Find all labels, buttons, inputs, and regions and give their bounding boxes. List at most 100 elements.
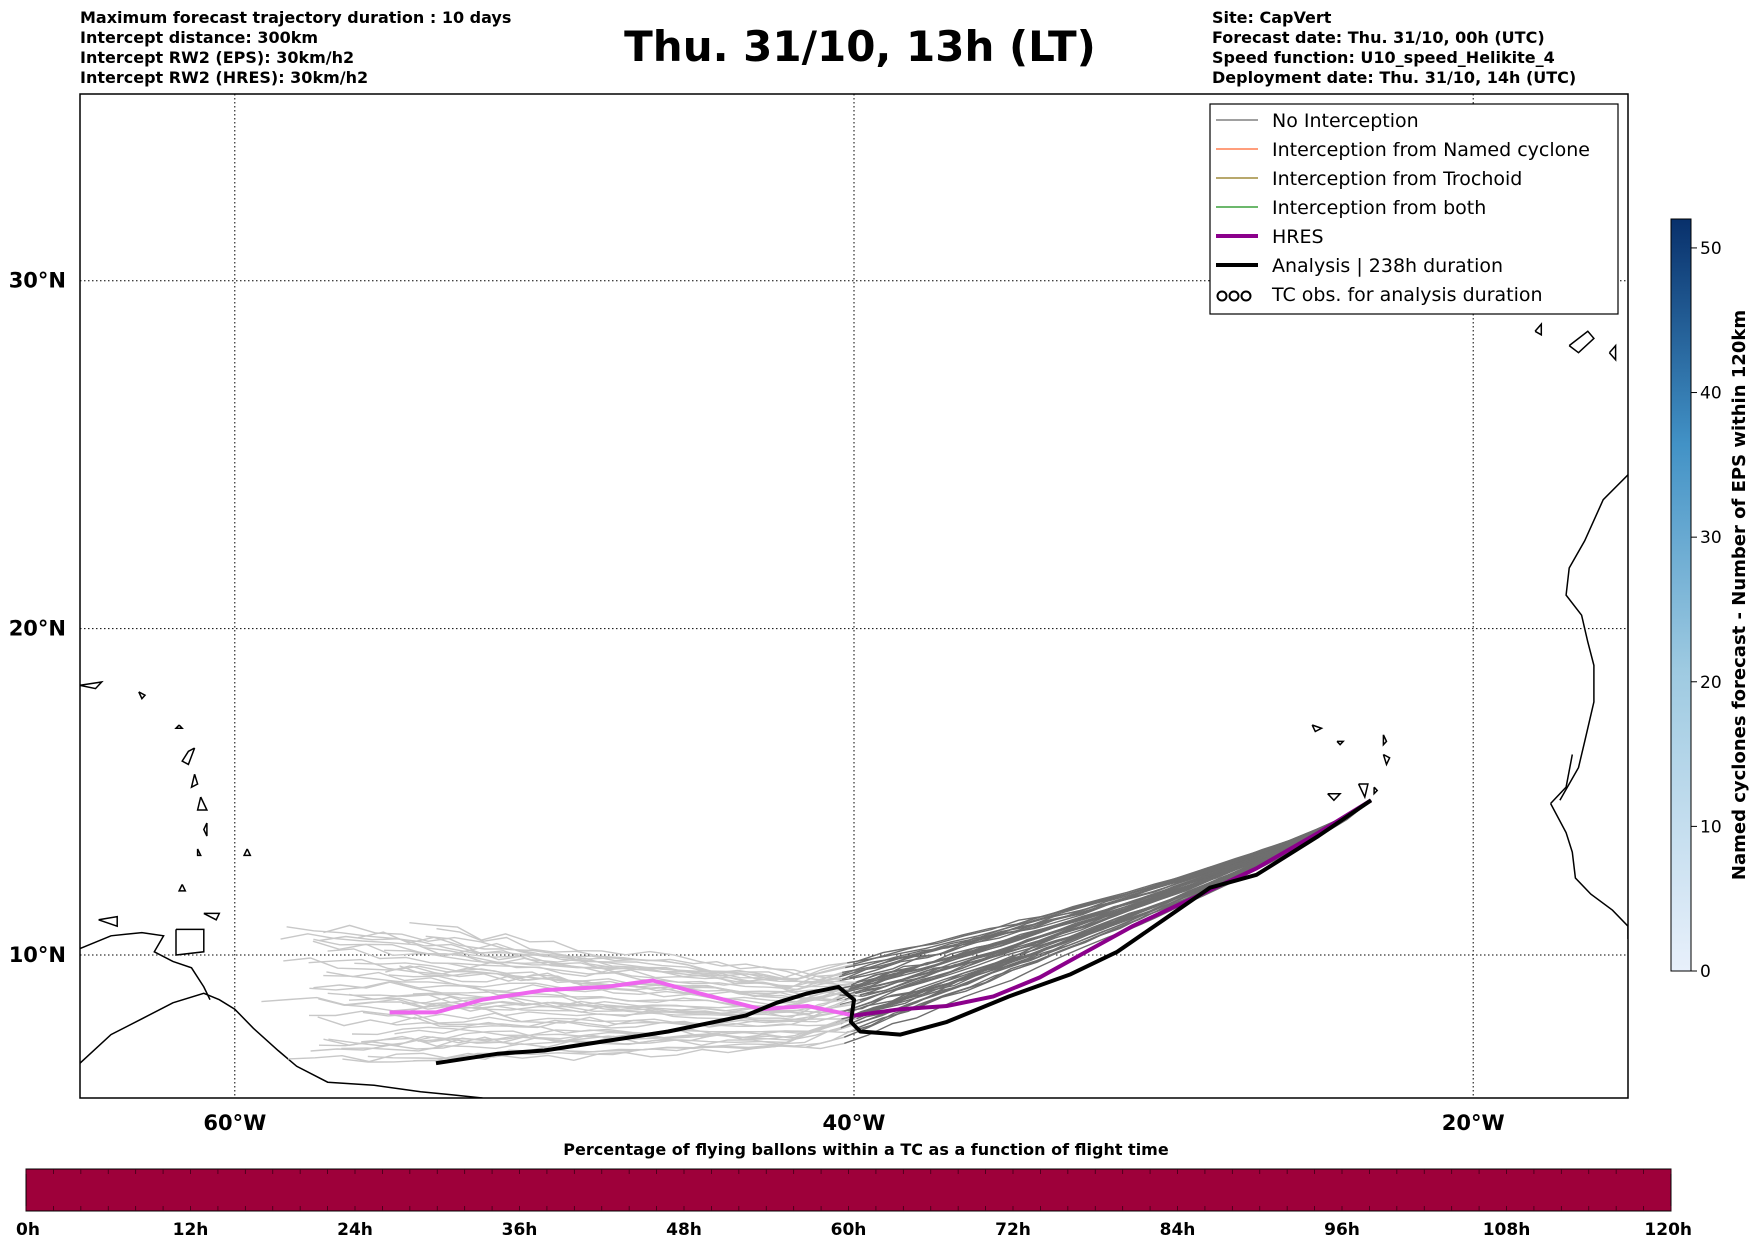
eps-trajectory <box>286 926 856 982</box>
legend-label: Analysis | 238h duration <box>1272 255 1503 277</box>
coastline <box>175 928 205 956</box>
forecast-date: Forecast date: Thu. 31/10, 00h (UTC) <box>1212 28 1545 47</box>
flight-time-tick-label: 0h <box>16 1220 40 1240</box>
speed-function: Speed function: U10_speed_Helikite_4 <box>1212 48 1555 67</box>
hres-trajectory-near <box>853 798 1373 1018</box>
flight-time-tick-label: 84h <box>1160 1220 1196 1240</box>
coastlines <box>80 322 1628 1098</box>
cyclone-colorbar: Named cyclones forecast - Number of EPS … <box>1670 218 1750 982</box>
eps-trajectory-near <box>850 799 1372 986</box>
coastline <box>181 747 196 766</box>
analysis-trajectory-line <box>435 798 1373 1066</box>
flight-time-colorbar: Percentage of flying ballons within a TC… <box>16 1140 1692 1240</box>
cyclone-colorbar-tick-label: 50 <box>1700 239 1722 259</box>
eps-trajectory <box>425 935 852 986</box>
cyclone-colorbar-label: Named cyclones forecast - Number of EPS … <box>1729 310 1750 880</box>
eps-trajectory <box>446 961 863 997</box>
eps-trajectory <box>313 938 869 988</box>
coastline <box>196 796 209 811</box>
cyclone-colorbar-tick-label: 10 <box>1700 817 1722 837</box>
coastline <box>1373 786 1379 796</box>
eps-trajectory-near <box>842 799 1372 974</box>
cyclone-colorbar-tick-label: 20 <box>1700 673 1722 693</box>
eps-trajectory <box>390 1015 857 1029</box>
coastline <box>1357 783 1369 800</box>
deployment-date: Deployment date: Thu. 31/10, 14h (UTC) <box>1212 68 1577 87</box>
legend: No Interception Interception from Named c… <box>1209 103 1619 315</box>
tc-obs-symbol <box>1240 290 1252 302</box>
hres-trajectory <box>389 798 1373 1018</box>
tc-obs-symbol <box>1228 290 1240 302</box>
coastline <box>138 691 147 700</box>
coastline <box>98 915 118 928</box>
coastline <box>1568 330 1595 354</box>
legend-label: Interception from Named cyclone <box>1272 139 1590 161</box>
lon-tick-label: 60°W <box>203 1111 266 1135</box>
eps-trajectory <box>317 1001 871 1028</box>
flight-time-tick-label: 72h <box>995 1220 1031 1240</box>
lat-tick-label: 20°N <box>9 617 66 641</box>
coastline <box>1534 322 1543 337</box>
flight-time-colorbar-title: Percentage of flying ballons within a TC… <box>563 1140 1169 1159</box>
coastline <box>242 848 252 857</box>
flight-time-tick-label: 36h <box>502 1220 538 1240</box>
flight-time-tick-label: 108h <box>1483 1220 1531 1240</box>
site-name: Site: CapVert <box>1212 8 1332 27</box>
coastline <box>1336 740 1345 746</box>
param-intercept-rw2-eps: Intercept RW2 (EPS): 30km/h2 <box>80 48 355 67</box>
flight-time-tick-label: 12h <box>173 1220 209 1240</box>
flight-time-tick-label: 120h <box>1644 1220 1692 1240</box>
coastline <box>1608 343 1617 362</box>
param-max-duration: Maximum forecast trajectory duration : 1… <box>80 8 512 27</box>
flight-time-tick-label: 48h <box>666 1220 702 1240</box>
eps-trajectory <box>327 948 850 991</box>
flight-time-tick-label: 60h <box>831 1220 867 1240</box>
eps-trajectory <box>361 1016 867 1048</box>
analysis-trajectory <box>435 798 1373 1066</box>
eps-trajectory-near <box>847 799 1372 964</box>
eps-trajectory <box>351 1010 862 1037</box>
coastline <box>1311 724 1324 733</box>
legend-label: No Interception <box>1272 110 1419 132</box>
coastline <box>1550 754 1574 805</box>
flight-time-tick-label: 96h <box>1324 1220 1360 1240</box>
coastline <box>1327 792 1342 802</box>
cyclone-colorbar-gradient <box>1670 218 1692 972</box>
param-intercept-distance: Intercept distance: 300km <box>80 28 319 47</box>
eps-trajectory <box>409 922 867 981</box>
param-intercept-rw2-hres: Intercept RW2 (HRES): 30km/h2 <box>80 68 369 87</box>
hres-trajectory-far <box>389 978 855 1018</box>
map-frame <box>79 93 1629 1099</box>
flight-time-tick-label: 24h <box>337 1220 373 1240</box>
coastline <box>196 848 202 857</box>
lon-tick-label: 40°W <box>823 1111 886 1135</box>
eps-trajectory <box>413 1034 869 1062</box>
eps-trajectory <box>318 1010 872 1047</box>
coastline <box>1382 753 1391 767</box>
coastline <box>203 912 221 921</box>
coastline <box>174 724 184 730</box>
eps-trajectory <box>362 1005 868 1026</box>
axis-tick-labels: 10°N 20°N 30°N 60°W 40°W 20°W <box>9 269 1505 1135</box>
coastline <box>80 992 483 1098</box>
coastline <box>80 931 211 1001</box>
eps-trajectory <box>309 980 867 1008</box>
legend-label: Interception from both <box>1272 197 1486 219</box>
coastline <box>1549 803 1628 939</box>
cyclone-colorbar-tick-label: 30 <box>1700 528 1722 548</box>
eps-trajectory <box>280 933 854 983</box>
legend-label: HRES <box>1272 226 1324 248</box>
legend-label: Interception from Trochoid <box>1272 168 1522 190</box>
eps-trajectory <box>388 974 856 1002</box>
lat-tick-label: 10°N <box>9 943 66 967</box>
eps-trajectory <box>308 958 867 993</box>
coastline <box>202 822 208 837</box>
map-plot-area: 10°N 20°N 30°N 60°W 40°W 20°W <box>9 93 1629 1135</box>
coastline <box>80 680 104 690</box>
eps-trajectory <box>402 996 863 1017</box>
eps-trajectories <box>261 799 1372 1063</box>
site-info: Site: CapVert Forecast date: Thu. 31/10,… <box>1212 8 1576 88</box>
coastline <box>177 884 187 892</box>
eps-trajectory <box>287 1018 857 1063</box>
